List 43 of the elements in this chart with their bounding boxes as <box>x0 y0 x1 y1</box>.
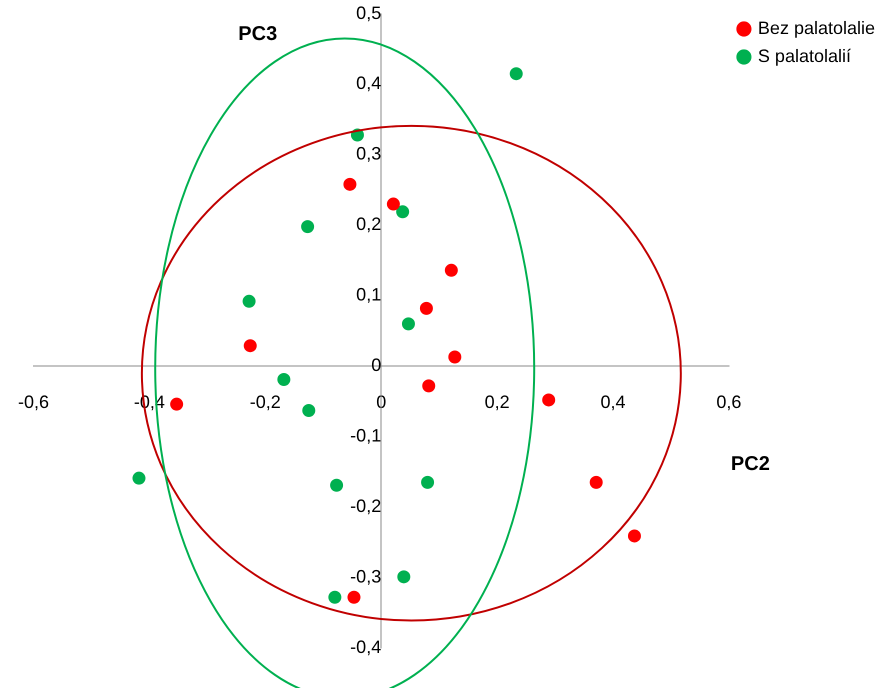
y-tick-label: 0,3 <box>356 144 382 164</box>
legend-label: Bez palatolalie <box>758 18 876 38</box>
x-tick-label: -0,2 <box>250 392 281 412</box>
point <box>343 178 356 191</box>
point <box>330 478 344 492</box>
point <box>420 302 433 315</box>
point <box>244 339 257 352</box>
point <box>397 570 410 584</box>
point <box>302 404 316 418</box>
point <box>386 198 400 211</box>
point <box>402 317 415 330</box>
x-axis-title: PC2 <box>730 453 770 476</box>
point <box>328 590 342 604</box>
point <box>444 264 458 277</box>
point <box>510 67 523 80</box>
point <box>590 476 603 489</box>
point <box>132 472 146 485</box>
point <box>347 590 360 604</box>
y-tick-label: -0,4 <box>350 636 382 657</box>
x-tick-label: 0,4 <box>600 392 626 412</box>
point <box>448 350 462 364</box>
y-axis-title: PC3 <box>238 22 278 45</box>
y-tick-label: -0,1 <box>350 426 382 446</box>
legend-label: S palatolalií <box>758 46 851 66</box>
x-tick-label: -0,6 <box>18 392 50 412</box>
x-tick-label: 0,6 <box>716 392 742 412</box>
point <box>301 220 314 234</box>
y-tick-label: 0,4 <box>356 73 382 94</box>
y-tick-label: 0,1 <box>356 284 382 305</box>
y-tick-label: 0,2 <box>356 214 382 234</box>
point <box>277 373 290 386</box>
point <box>542 393 556 406</box>
y-tick-label: -0,3 <box>350 566 382 586</box>
y-tick-label: -0,2 <box>350 496 382 516</box>
y-tick-label: 0 <box>371 355 382 376</box>
point <box>422 379 436 392</box>
y-tick-label: 0,5 <box>356 2 382 23</box>
point <box>421 476 434 489</box>
point <box>170 398 184 411</box>
point <box>628 529 641 542</box>
x-tick-label: 0,2 <box>484 392 510 412</box>
point <box>242 294 256 308</box>
point <box>396 205 410 218</box>
